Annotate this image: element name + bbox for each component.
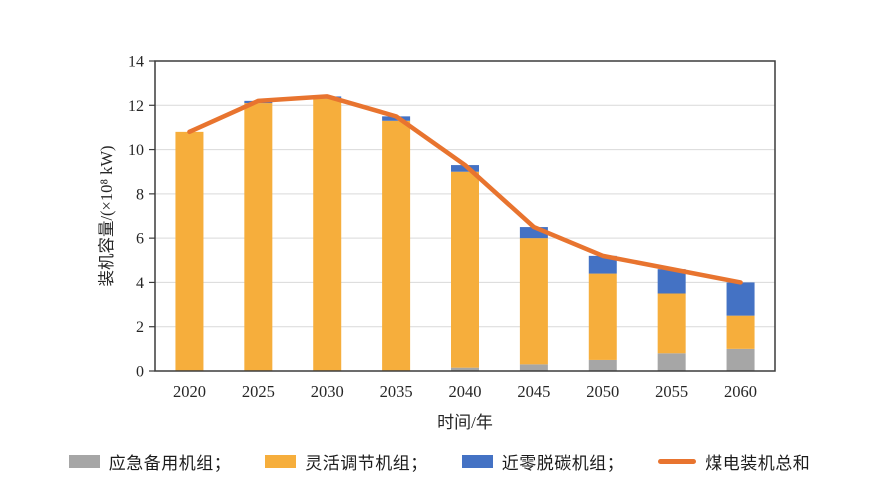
y-tick-label: 14 <box>128 54 144 71</box>
legend-item-coal-total-line: 煤电装机总和 <box>658 449 810 474</box>
bar-segment-2050 <box>588 359 617 371</box>
y-tick-label: 4 <box>136 275 144 292</box>
legend-item-near-zero-carbon: 近零脱碳机组； <box>461 449 625 474</box>
bar-segment-2055 <box>657 293 686 354</box>
bar-segment-2020 <box>175 131 204 371</box>
bar-segment-2060 <box>726 315 755 349</box>
bar-segment-2055 <box>657 353 686 371</box>
legend-swatch-orange <box>265 455 297 468</box>
bar-segment-2040 <box>451 367 479 371</box>
bar-segment-2050 <box>588 273 617 360</box>
y-tick-label: 8 <box>136 186 144 203</box>
y-tick-label: 10 <box>128 142 144 159</box>
legend-swatch-blue <box>461 455 493 468</box>
x-tick-label: 2060 <box>724 382 757 401</box>
bar-segment-2040 <box>451 171 479 368</box>
bar-segment-2030 <box>313 98 342 372</box>
legend-item-flexible-regulation: 灵活调节机组； <box>265 449 428 474</box>
coal-total-line <box>187 94 743 285</box>
bar-segment-2045 <box>519 238 548 365</box>
x-tick-label: 2045 <box>517 382 550 401</box>
plot-border <box>154 60 776 372</box>
legend-label: 灵活调节机组； <box>305 454 428 473</box>
legend-label: 煤电装机总和 <box>705 454 811 473</box>
bar-segment-2040 <box>451 165 479 172</box>
x-tick-label: 2035 <box>380 382 413 401</box>
x-axis-title: 时间/年 <box>437 413 493 432</box>
y-tick-label: 2 <box>136 319 144 336</box>
bar-segment-2035 <box>382 120 411 372</box>
bar-segment-2060 <box>726 282 755 316</box>
x-tick-label: 2040 <box>449 382 482 401</box>
bar-segment-2050 <box>588 255 617 274</box>
bar-segment-2060 <box>726 348 755 371</box>
bar-segment-2045 <box>519 227 548 239</box>
bar-segment-2045 <box>519 364 548 371</box>
y-axis-title: 装机容量/(×10⁸ kW) <box>97 145 116 286</box>
legend-item-emergency-backup: 应急备用机组； <box>68 449 232 474</box>
bar-segment-2025 <box>244 103 273 372</box>
legend-swatch-gray <box>68 455 100 468</box>
y-tick-label: 0 <box>136 364 144 381</box>
legend-swatch-line <box>658 459 697 464</box>
y-tick-label: 6 <box>136 231 144 248</box>
x-tick-label: 2050 <box>586 382 619 401</box>
y-tick-label: 12 <box>128 98 144 115</box>
x-tick-label: 2030 <box>311 382 344 401</box>
x-tick-label: 2020 <box>173 382 206 401</box>
legend-label: 应急备用机组； <box>108 454 232 473</box>
x-tick-label: 2055 <box>655 382 688 401</box>
chart-legend: 应急备用机组； 灵活调节机组； 近零脱碳机组； 煤电装机总和 <box>0 449 879 474</box>
x-tick-label: 2025 <box>242 382 275 401</box>
legend-label: 近零脱碳机组； <box>501 454 625 473</box>
